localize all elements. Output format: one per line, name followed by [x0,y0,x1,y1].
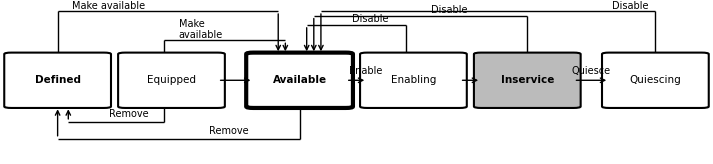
Text: Enable: Enable [349,66,383,76]
Text: Inservice: Inservice [501,75,554,85]
Text: Remove: Remove [109,109,148,119]
Text: Available: Available [272,75,327,85]
Text: Disable: Disable [431,5,467,15]
FancyBboxPatch shape [602,53,709,108]
Text: Quiescing: Quiescing [630,75,681,85]
FancyBboxPatch shape [474,53,580,108]
Text: Remove: Remove [209,126,248,136]
FancyBboxPatch shape [246,53,353,108]
FancyBboxPatch shape [118,53,225,108]
Text: Make available: Make available [72,1,145,11]
Text: Defined: Defined [35,75,81,85]
Text: Equipped: Equipped [147,75,196,85]
Text: Disable: Disable [352,14,389,24]
Text: Make
available: Make available [178,19,223,40]
Text: Quiesce: Quiesce [572,66,611,76]
Text: Disable: Disable [612,1,648,11]
Text: Enabling: Enabling [391,75,436,85]
FancyBboxPatch shape [360,53,467,108]
FancyBboxPatch shape [4,53,111,108]
